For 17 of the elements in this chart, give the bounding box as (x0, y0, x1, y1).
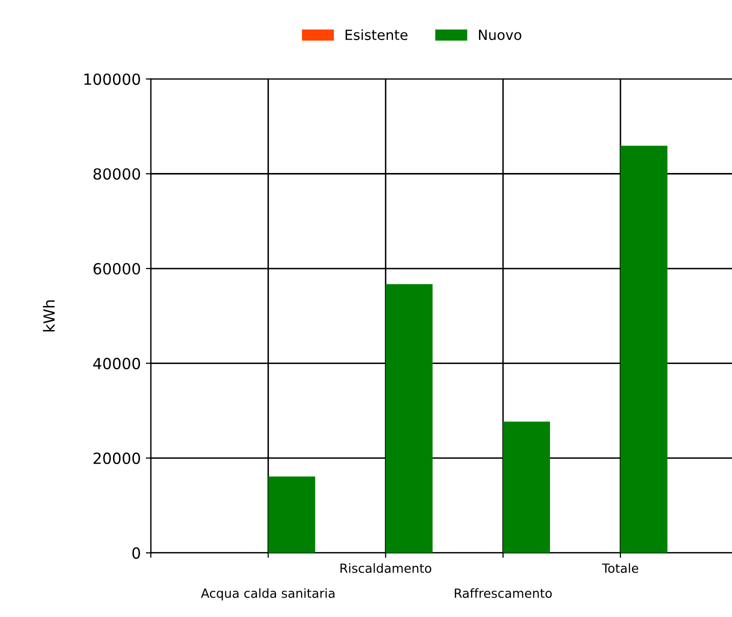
legend-label: Nuovo (478, 30, 522, 40)
x-tick-label: Riscaldamento (340, 563, 432, 573)
y-tick-label: 100000 (84, 73, 140, 85)
bar (268, 476, 316, 553)
y-tick-label: 20000 (94, 452, 140, 464)
x-tick-label: Totale (602, 563, 638, 573)
x-tick-label: Raffrescamento (454, 588, 552, 598)
legend-label: Esistente (346, 29, 408, 40)
y-tick-label: 40000 (93, 358, 140, 370)
bar (620, 146, 668, 553)
y-axis-title: kWh (42, 300, 55, 332)
y-tick-label: 0 (132, 547, 140, 559)
bar (386, 284, 433, 553)
y-tick-label: 60000 (94, 262, 140, 275)
x-tick-label: Acqua calda sanitaria (200, 588, 334, 600)
bar (503, 422, 550, 553)
y-tick-label: 80000 (94, 168, 140, 180)
